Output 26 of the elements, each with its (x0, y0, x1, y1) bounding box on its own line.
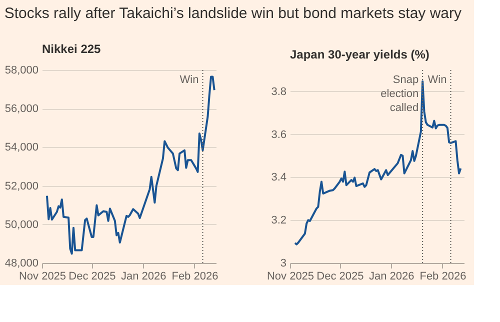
x-tick-label: Feb 2026 (172, 270, 218, 282)
x-tick-label: Nov 2025 (266, 270, 314, 282)
x-tick-label: Feb 2026 (420, 270, 466, 282)
y-tick-label: 3.6 (271, 128, 286, 141)
y-tick-label: 56,000 (4, 103, 38, 116)
x-tick-label: Dec 2025 (316, 270, 364, 282)
x-tick-label: Jan 2026 (120, 270, 166, 282)
y-tick-label: 50,000 (4, 218, 38, 231)
ref-line-label: Win (428, 74, 447, 86)
chart-title: Stocks rally after Takaichi’s landslide win but bond markets stay wary (4, 5, 462, 22)
y-tick-label: 3.8 (271, 86, 286, 98)
x-tick-label: Dec 2025 (68, 270, 116, 282)
ref-line-label: Snap election called (380, 74, 419, 114)
y-axis-title: Japan 30-year yields (%) (290, 48, 430, 62)
y-tick-label: 58,000 (4, 64, 38, 76)
y-tick-label: 3.4 (271, 172, 286, 184)
y-tick-label: 3.2 (271, 214, 286, 227)
y-tick-label: 52,000 (4, 180, 38, 192)
line-series (46, 76, 216, 255)
x-tick-label: Jan 2026 (368, 270, 414, 282)
x-tick-label: Nov 2025 (18, 270, 66, 282)
y-axis-title: Nikkei 225 (42, 42, 102, 56)
y-tick-label: 54,000 (4, 142, 38, 154)
y-tick-label: 48,000 (4, 258, 38, 270)
ref-line-label: Win (180, 74, 199, 86)
y-tick-label: 3 (280, 258, 286, 270)
